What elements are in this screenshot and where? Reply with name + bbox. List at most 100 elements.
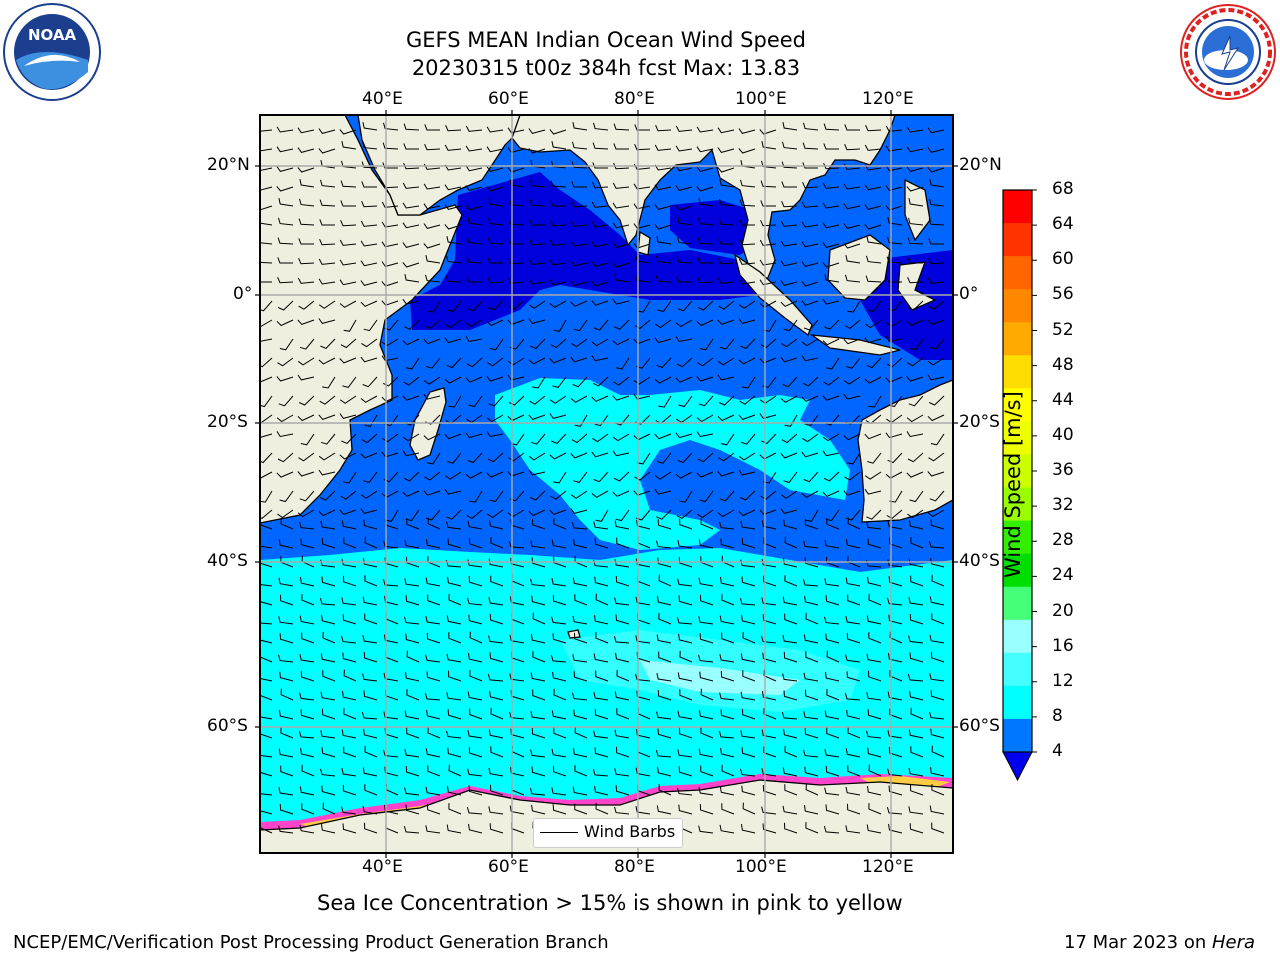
wind-barb bbox=[406, 556, 420, 568]
wind-barb bbox=[465, 336, 483, 343]
wind-barb bbox=[424, 124, 440, 131]
wind-barb bbox=[698, 577, 714, 587]
wind-barb bbox=[446, 521, 462, 530]
wind-barb bbox=[741, 576, 756, 587]
wind-barb bbox=[466, 806, 483, 815]
wind-barb bbox=[404, 710, 420, 720]
wind-barb bbox=[447, 709, 462, 720]
wind-barb bbox=[322, 631, 336, 644]
wind-barb bbox=[801, 281, 819, 287]
wind-barb bbox=[297, 471, 315, 477]
nws-logo bbox=[1178, 2, 1278, 102]
wind-barb bbox=[339, 452, 357, 460]
wind-barb bbox=[573, 319, 588, 332]
wind-barb bbox=[720, 670, 735, 682]
wind-barb bbox=[782, 634, 798, 644]
wind-barbs-layer bbox=[260, 121, 945, 834]
wind-barb bbox=[889, 537, 903, 549]
wind-barb bbox=[469, 708, 483, 720]
chart-subtitle: 20230315 t00z 384h fcst Max: 13.83 bbox=[411, 56, 801, 80]
wind-barb bbox=[468, 746, 483, 758]
wind-barb bbox=[532, 612, 546, 625]
wind-barb bbox=[320, 433, 336, 445]
wind-barb bbox=[465, 376, 483, 383]
wind-barb bbox=[675, 165, 693, 172]
land-java bbox=[809, 334, 901, 356]
wind-barb bbox=[867, 538, 882, 549]
lon-tick-bottom-40e: 40°E bbox=[362, 857, 403, 877]
wind-barb bbox=[404, 748, 420, 758]
wind-barb bbox=[487, 673, 504, 682]
wind-barb bbox=[805, 509, 819, 522]
wind-barb bbox=[844, 144, 861, 151]
wind-barb bbox=[361, 161, 378, 169]
wind-barb bbox=[887, 452, 903, 464]
wind-barb bbox=[383, 540, 399, 549]
wind-barb bbox=[260, 186, 273, 191]
wind-barb bbox=[826, 650, 840, 663]
wind-barb bbox=[530, 179, 546, 188]
wind-barb bbox=[889, 708, 903, 720]
wind-barb bbox=[867, 576, 882, 587]
wind-barb bbox=[319, 239, 336, 246]
wind-barb bbox=[675, 336, 693, 343]
wind-barb bbox=[678, 766, 693, 777]
wind-barb bbox=[488, 806, 504, 815]
wind-barb bbox=[717, 147, 735, 153]
wind-barb bbox=[486, 126, 504, 133]
wind-barb bbox=[845, 748, 861, 758]
wind-barb bbox=[720, 709, 735, 720]
wind-barb bbox=[696, 431, 714, 438]
wind-barb bbox=[718, 218, 735, 226]
wind-barb bbox=[528, 128, 546, 134]
wind-barb bbox=[928, 258, 945, 265]
wind-barb bbox=[613, 143, 629, 150]
wind-barb bbox=[654, 224, 672, 230]
wind-barb bbox=[486, 186, 504, 192]
wind-barb bbox=[402, 433, 420, 442]
wind-barb bbox=[469, 537, 483, 549]
colorbar-segment bbox=[1003, 322, 1032, 356]
wind-barb bbox=[885, 336, 903, 343]
wind-barb bbox=[299, 692, 315, 701]
wind-barb bbox=[866, 615, 882, 625]
wind-barb bbox=[341, 520, 357, 530]
wind-barb bbox=[718, 300, 735, 310]
wind-barb bbox=[403, 376, 420, 386]
wind-barb bbox=[784, 784, 798, 796]
wind-barb bbox=[762, 784, 777, 796]
wind-barb bbox=[654, 376, 672, 384]
wind-barb bbox=[676, 357, 693, 368]
wind-barb bbox=[657, 452, 672, 464]
wind-barb bbox=[824, 710, 840, 720]
wind-barb bbox=[696, 146, 714, 153]
wind-barb bbox=[615, 652, 630, 663]
wind-barb bbox=[279, 490, 294, 503]
wind-barb bbox=[297, 414, 315, 422]
wind-barb bbox=[679, 518, 693, 530]
wind-barb bbox=[465, 145, 483, 152]
wind-barb bbox=[826, 727, 840, 739]
wind-barb bbox=[679, 650, 693, 663]
wind-barb bbox=[426, 671, 441, 682]
wind-barb bbox=[845, 615, 861, 625]
wind-barb bbox=[847, 765, 861, 777]
wind-barb bbox=[260, 677, 273, 682]
footer-date-text: 17 Mar 2023 on bbox=[1064, 932, 1212, 953]
wind-barb bbox=[635, 596, 651, 606]
wind-barb bbox=[318, 357, 336, 365]
wind-barb bbox=[447, 538, 462, 549]
wind-barb bbox=[340, 180, 357, 188]
wind-barb bbox=[444, 204, 462, 210]
wind-barb bbox=[782, 673, 798, 682]
wind-barb bbox=[277, 300, 294, 311]
noaa-logo: NOAA bbox=[2, 2, 102, 102]
wind-barb bbox=[404, 578, 420, 587]
wind-barb bbox=[739, 199, 756, 207]
noaa-logo-text: NOAA bbox=[28, 26, 77, 44]
wind-barb bbox=[260, 560, 273, 568]
wind-barb bbox=[843, 183, 861, 190]
wind-barb bbox=[697, 277, 714, 284]
wind-barb bbox=[571, 490, 588, 499]
